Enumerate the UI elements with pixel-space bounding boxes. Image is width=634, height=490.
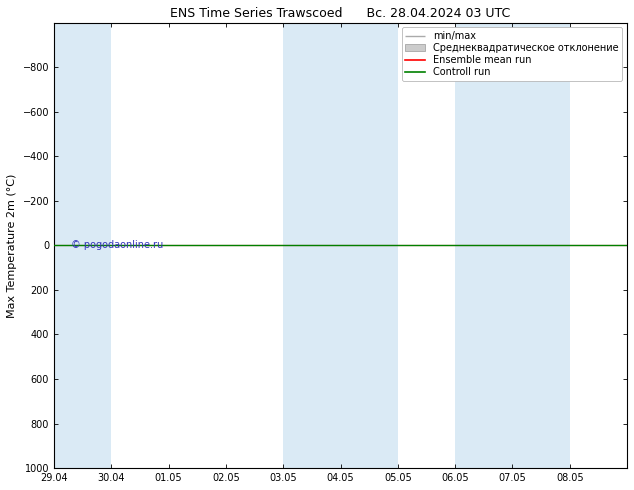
Text: © pogodaonline.ru: © pogodaonline.ru xyxy=(71,241,164,250)
Bar xyxy=(455,23,570,468)
Bar xyxy=(54,23,112,468)
Legend: min/max, Среднеквадратическое отклонение, Ensemble mean run, Controll run: min/max, Среднеквадратическое отклонение… xyxy=(401,27,622,81)
Title: ENS Time Series Trawscoed      Вс. 28.04.2024 03 UTC: ENS Time Series Trawscoed Вс. 28.04.2024… xyxy=(171,7,510,20)
Bar xyxy=(283,23,398,468)
Y-axis label: Max Temperature 2m (°C): Max Temperature 2m (°C) xyxy=(7,173,17,318)
